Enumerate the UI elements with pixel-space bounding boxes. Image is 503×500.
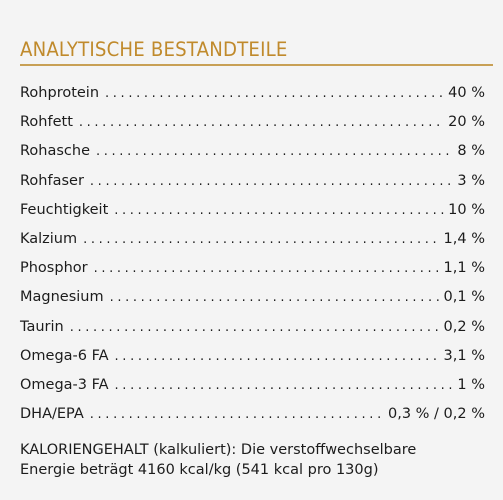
nutrient-value: 1,4 % [443,230,485,247]
nutrient-row-dha-epa: DHA/EPA 0,3 % / 0,2 % [20,400,485,429]
dot-leader [114,196,445,225]
nutrient-row-phosphor: Phosphor 1,1 % [20,254,485,283]
heading-divider [20,64,493,66]
nutrient-label: Rohasche [20,143,91,160]
dot-leader [79,108,445,137]
nutrient-label: Omega-6 FA [20,347,109,364]
calorie-line-1: KALORIENGEHALT (kalkuliert): Die verstof… [20,442,417,458]
nutrient-value: 1,1 % [443,260,485,277]
dot-leader [90,400,385,429]
dot-leader [115,371,455,400]
nutrient-row-feuchtigkeit: Feuchtigkeit 10 % [20,196,485,225]
dot-leader [96,137,454,166]
nutrient-value: 10 % [448,201,485,218]
dot-leader [105,79,445,108]
nutrient-value: 0,1 % [443,289,485,306]
nutrient-label: Rohfett [20,114,73,131]
dot-leader [90,167,454,196]
dot-leader [110,283,441,312]
nutrient-row-rohprotein: Rohprotein 40 % [20,79,485,108]
nutrient-label: Phosphor [20,260,88,277]
nutrient-label: Omega-3 FA [20,376,109,393]
nutrient-row-magnesium: Magnesium 0,1 % [20,283,485,312]
calorie-line-2: Energie beträgt 4160 kcal/kg (541 kcal p… [20,462,379,478]
nutrient-value: 1 % [457,376,485,393]
nutrient-row-rohfett: Rohfett 20 % [20,108,485,137]
nutrient-row-rohasche: Rohasche 8 % [20,137,485,166]
nutrient-label: Taurin [20,318,64,335]
nutrient-label: Kalzium [20,230,78,247]
nutrient-list: Rohprotein 40 % Rohfett 20 % Rohasche 8 … [20,79,485,429]
nutrient-row-omega-3: Omega-3 FA 1 % [20,371,485,400]
nutrient-label: DHA/EPA [20,406,84,423]
nutrient-value: 40 % [448,85,485,101]
nutrient-value: 0,2 % [443,318,485,335]
nutrient-value: 8 % [457,143,485,160]
dot-leader [83,225,440,254]
nutrient-value: 20 % [448,114,485,131]
nutrient-label: Feuchtigkeit [20,201,109,218]
dot-leader [70,313,441,342]
nutrient-row-taurin: Taurin 0,2 % [20,313,485,342]
calorie-statement: KALORIENGEHALT (kalkuliert): Die verstof… [20,440,490,480]
nutrient-label: Rohfaser [20,172,84,189]
nutrient-row-rohfaser: Rohfaser 3 % [20,167,485,196]
nutrient-label: Rohprotein [20,85,100,101]
dot-leader [115,342,441,371]
nutrient-label: Magnesium [20,289,104,306]
nutrient-row-kalzium: Kalzium 1,4 % [20,225,485,254]
nutrient-value: 0,3 % / 0,2 % [388,406,485,423]
section-heading: ANALYTISCHE BESTANDTEILE [20,38,288,61]
dot-leader [94,254,441,283]
nutrient-value: 3 % [457,172,485,189]
nutrient-value: 3,1 % [443,347,485,364]
nutrient-row-omega-6: Omega-6 FA 3,1 % [20,342,485,371]
